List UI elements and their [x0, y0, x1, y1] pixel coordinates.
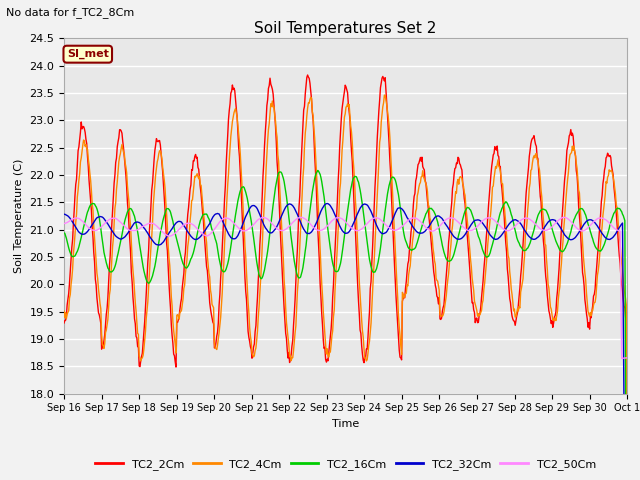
Text: No data for f_TC2_8Cm: No data for f_TC2_8Cm: [6, 7, 134, 18]
Title: Soil Temperatures Set 2: Soil Temperatures Set 2: [255, 21, 436, 36]
Y-axis label: Soil Temperature (C): Soil Temperature (C): [14, 159, 24, 273]
Text: SI_met: SI_met: [67, 49, 109, 60]
Legend: TC2_2Cm, TC2_4Cm, TC2_16Cm, TC2_32Cm, TC2_50Cm: TC2_2Cm, TC2_4Cm, TC2_16Cm, TC2_32Cm, TC…: [90, 455, 601, 474]
X-axis label: Time: Time: [332, 419, 359, 429]
